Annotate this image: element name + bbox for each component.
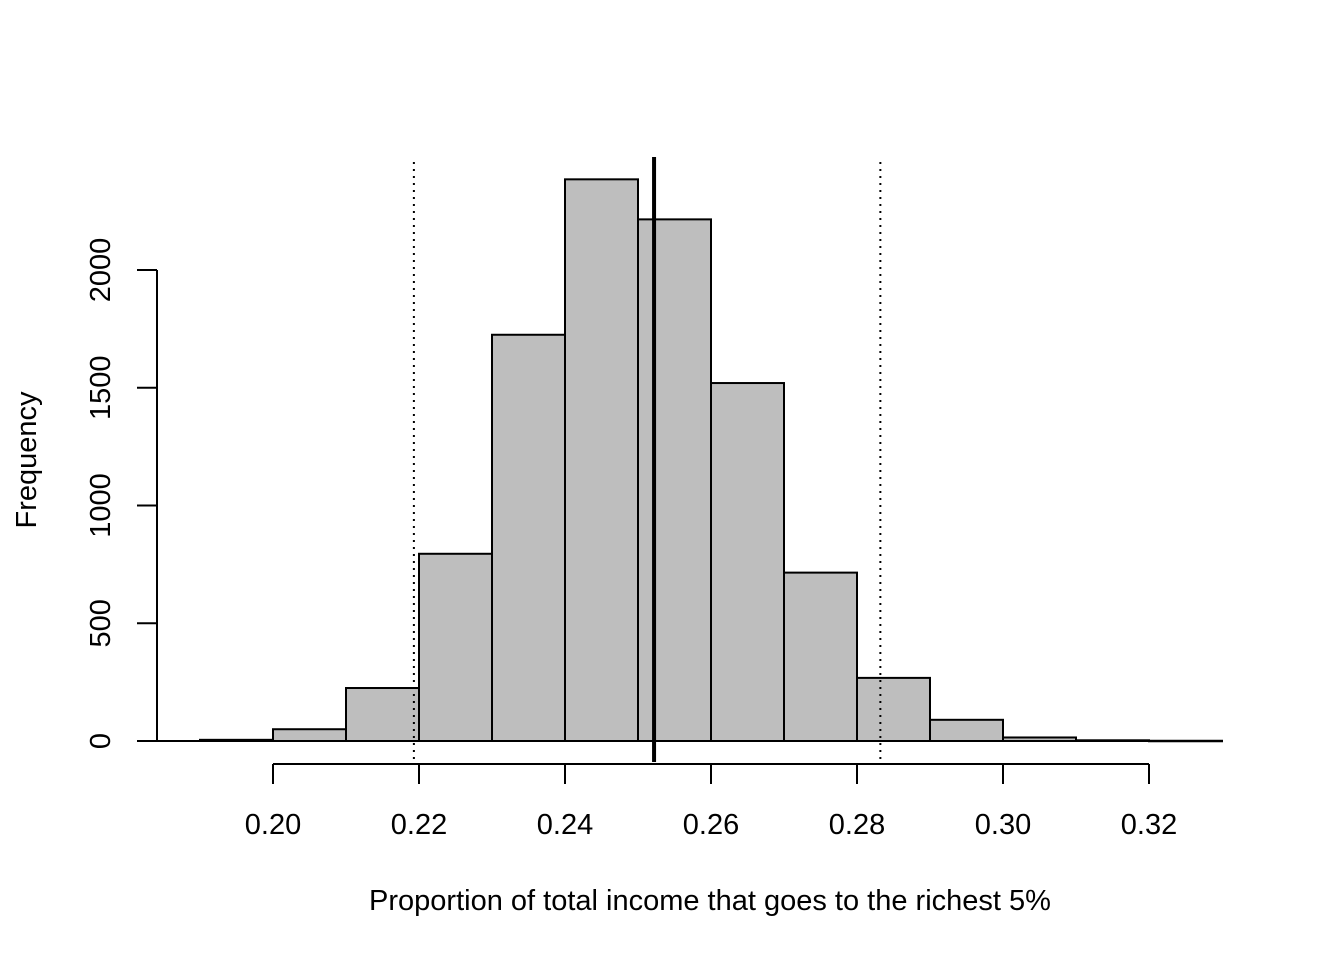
x-axis: 0.20 0.22 0.24 0.26 0.28 0.30 0.32 (245, 763, 1177, 841)
reference-lines (157, 157, 1222, 762)
y-tick-label: 0 (85, 733, 117, 749)
histogram-bar (710, 382, 785, 742)
y-axis-label: Frequency (11, 391, 43, 529)
x-tick-label: 0.22 (391, 809, 447, 841)
histogram-bar (491, 333, 566, 742)
x-tick-label: 0.20 (245, 809, 301, 841)
y-tick-label: 1500 (85, 355, 117, 420)
histogram-bar (637, 218, 712, 742)
histogram-bar (856, 676, 931, 742)
x-tick-label: 0.26 (683, 809, 739, 841)
y-axis: 0 500 1000 1500 2000 (85, 238, 158, 749)
x-tick-label: 0.32 (1121, 809, 1177, 841)
histogram-bar (783, 571, 858, 742)
histogram-bar (564, 178, 639, 742)
histogram-bar (929, 718, 1004, 742)
x-tick-label: 0.24 (537, 809, 593, 841)
histogram-bars (199, 178, 1223, 743)
histogram-bar (272, 728, 347, 742)
y-tick-label: 500 (85, 599, 117, 647)
histogram-bar (418, 552, 493, 743)
histogram-bar (345, 687, 420, 743)
x-tick-label: 0.30 (975, 809, 1031, 841)
y-tick-label: 2000 (85, 238, 117, 303)
x-tick-label: 0.28 (829, 809, 885, 841)
y-tick-label: 1000 (85, 473, 117, 538)
x-axis-label: Proportion of total income that goes to … (369, 885, 1051, 917)
